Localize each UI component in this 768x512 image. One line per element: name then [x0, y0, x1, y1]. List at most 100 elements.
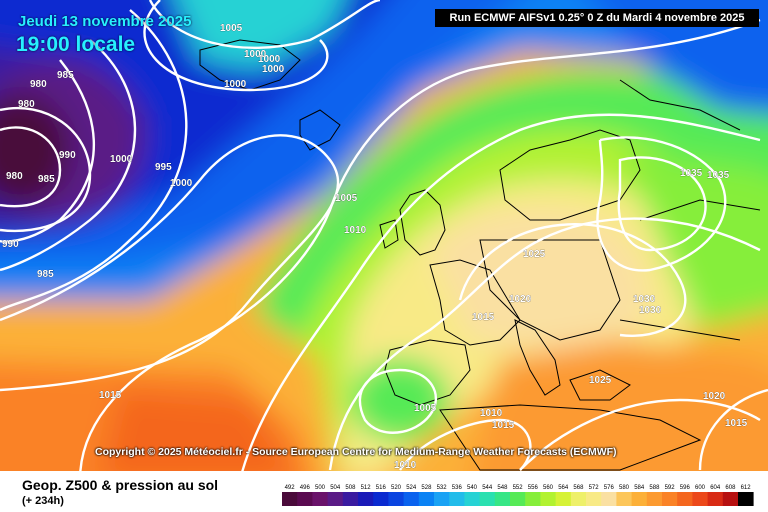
legend-label: 564 [558, 485, 569, 491]
legend-label: 612 [741, 485, 752, 491]
legend-swatch [327, 492, 344, 506]
pressure-label: 980 [30, 79, 47, 90]
pressure-label: 1005 [220, 23, 243, 34]
legend-label: 592 [665, 485, 676, 491]
legend-label: 608 [725, 485, 736, 491]
product-title: Geop. Z500 & pression au sol [22, 477, 219, 493]
pressure-label: 1000 [258, 54, 281, 65]
legend-swatch [342, 492, 359, 506]
pressure-label: 985 [57, 70, 74, 81]
pressure-label: 1005 [414, 403, 437, 414]
legend-swatch [692, 492, 708, 506]
legend-label: 512 [361, 485, 372, 491]
legend-swatch [312, 492, 328, 506]
legend-swatch [677, 492, 693, 506]
color-legend: 492 496 500 504 508 512 516 520 524 528 532 536 540 5… [282, 485, 754, 506]
legend-swatch [586, 492, 602, 506]
weather-map: 1005 1000 1000 1000 1000 980 985 980 990… [0, 0, 768, 471]
legend-swatch [418, 492, 435, 506]
legend-swatch [555, 492, 572, 506]
legend-swatch [646, 492, 663, 506]
pressure-label: 1015 [472, 312, 495, 323]
pressure-label: 995 [155, 162, 172, 173]
legend-label: 516 [376, 485, 387, 491]
legend-label: 532 [437, 485, 448, 491]
legend-label: 508 [345, 485, 356, 491]
legend-label: 584 [634, 485, 645, 491]
legend-swatch [540, 492, 556, 506]
pressure-label: 1015 [725, 418, 748, 429]
legend-swatch [434, 492, 450, 506]
pressure-label: 1000 [170, 178, 193, 189]
pressure-label: 1035 [680, 168, 703, 179]
legend-label: 520 [391, 485, 402, 491]
legend-swatch [738, 492, 754, 506]
legend-swatch [358, 492, 374, 506]
legend-swatch [570, 492, 587, 506]
legend-label: 588 [649, 485, 660, 491]
local-time: 19:00 locale [16, 33, 136, 56]
pressure-label: 1030 [639, 305, 662, 316]
legend-label: 604 [710, 485, 721, 491]
legend-swatch [282, 492, 298, 506]
legend-label: 548 [497, 485, 508, 491]
legend-swatch [464, 492, 480, 506]
pressure-label: 985 [37, 269, 54, 280]
pressure-label: 1010 [480, 408, 503, 419]
legend-label: 572 [589, 485, 600, 491]
run-info: Run ECMWF AIFSv1 0.25° 0 Z du Mardi 4 no… [435, 9, 759, 27]
legend-label: 536 [452, 485, 463, 491]
legend-label: 492 [285, 485, 296, 491]
pressure-label: 1035 [707, 170, 730, 181]
legend-label: 524 [406, 485, 417, 491]
pressure-label: 1030 [633, 294, 656, 305]
copyright-notice: Copyright © 2025 Météociel.fr - Source E… [95, 446, 617, 458]
legend-swatch [662, 492, 678, 506]
legend-label: 568 [573, 485, 584, 491]
legend-swatch [601, 492, 617, 506]
legend-swatch [403, 492, 420, 506]
legend-label: 556 [528, 485, 539, 491]
legend-swatch [449, 492, 465, 506]
pressure-label: 1000 [110, 154, 133, 165]
legend-swatch [479, 492, 496, 506]
pressure-labels: 1005 1000 1000 1000 1000 980 985 980 990… [2, 23, 748, 471]
pressure-label: 1010 [394, 460, 417, 471]
legend-label: 552 [513, 485, 524, 491]
legend-label: 544 [482, 485, 493, 491]
legend-label: 580 [619, 485, 630, 491]
legend-swatch [494, 492, 511, 506]
legend-swatch [388, 492, 404, 506]
legend-label: 500 [315, 485, 326, 491]
pressure-label: 1010 [344, 225, 367, 236]
geopotential-field [0, 0, 768, 471]
pressure-label: 985 [38, 174, 55, 185]
pressure-label: 990 [59, 150, 76, 161]
lead-time: (+ 234h) [22, 495, 64, 507]
legend-label: 576 [604, 485, 615, 491]
legend-label: 496 [300, 485, 311, 491]
pressure-label: 1015 [99, 390, 122, 401]
pressure-label: 980 [6, 171, 23, 182]
pressure-label: 1005 [335, 193, 358, 204]
pressure-label: 1000 [224, 79, 247, 90]
legend-swatch [510, 492, 526, 506]
pressure-label: 1020 [509, 294, 532, 305]
legend-label: 504 [330, 485, 341, 491]
legend-swatch [616, 492, 632, 506]
legend-swatch [297, 492, 313, 506]
pressure-label: 1020 [703, 391, 726, 402]
pressure-label: 1025 [523, 249, 546, 260]
pressure-label: 1000 [244, 49, 267, 60]
forecast-date: Jeudi 13 novembre 2025 [18, 13, 192, 30]
legend-swatch [722, 492, 739, 506]
pressure-label: 990 [2, 239, 19, 250]
legend-swatch [631, 492, 648, 506]
legend-label: 596 [680, 485, 691, 491]
legend-label: 600 [695, 485, 706, 491]
pressure-label: 1000 [262, 64, 285, 75]
legend-label: 528 [421, 485, 432, 491]
isobars [0, 0, 768, 471]
pressure-label: 1025 [589, 375, 612, 386]
pressure-label: 1015 [492, 420, 515, 431]
